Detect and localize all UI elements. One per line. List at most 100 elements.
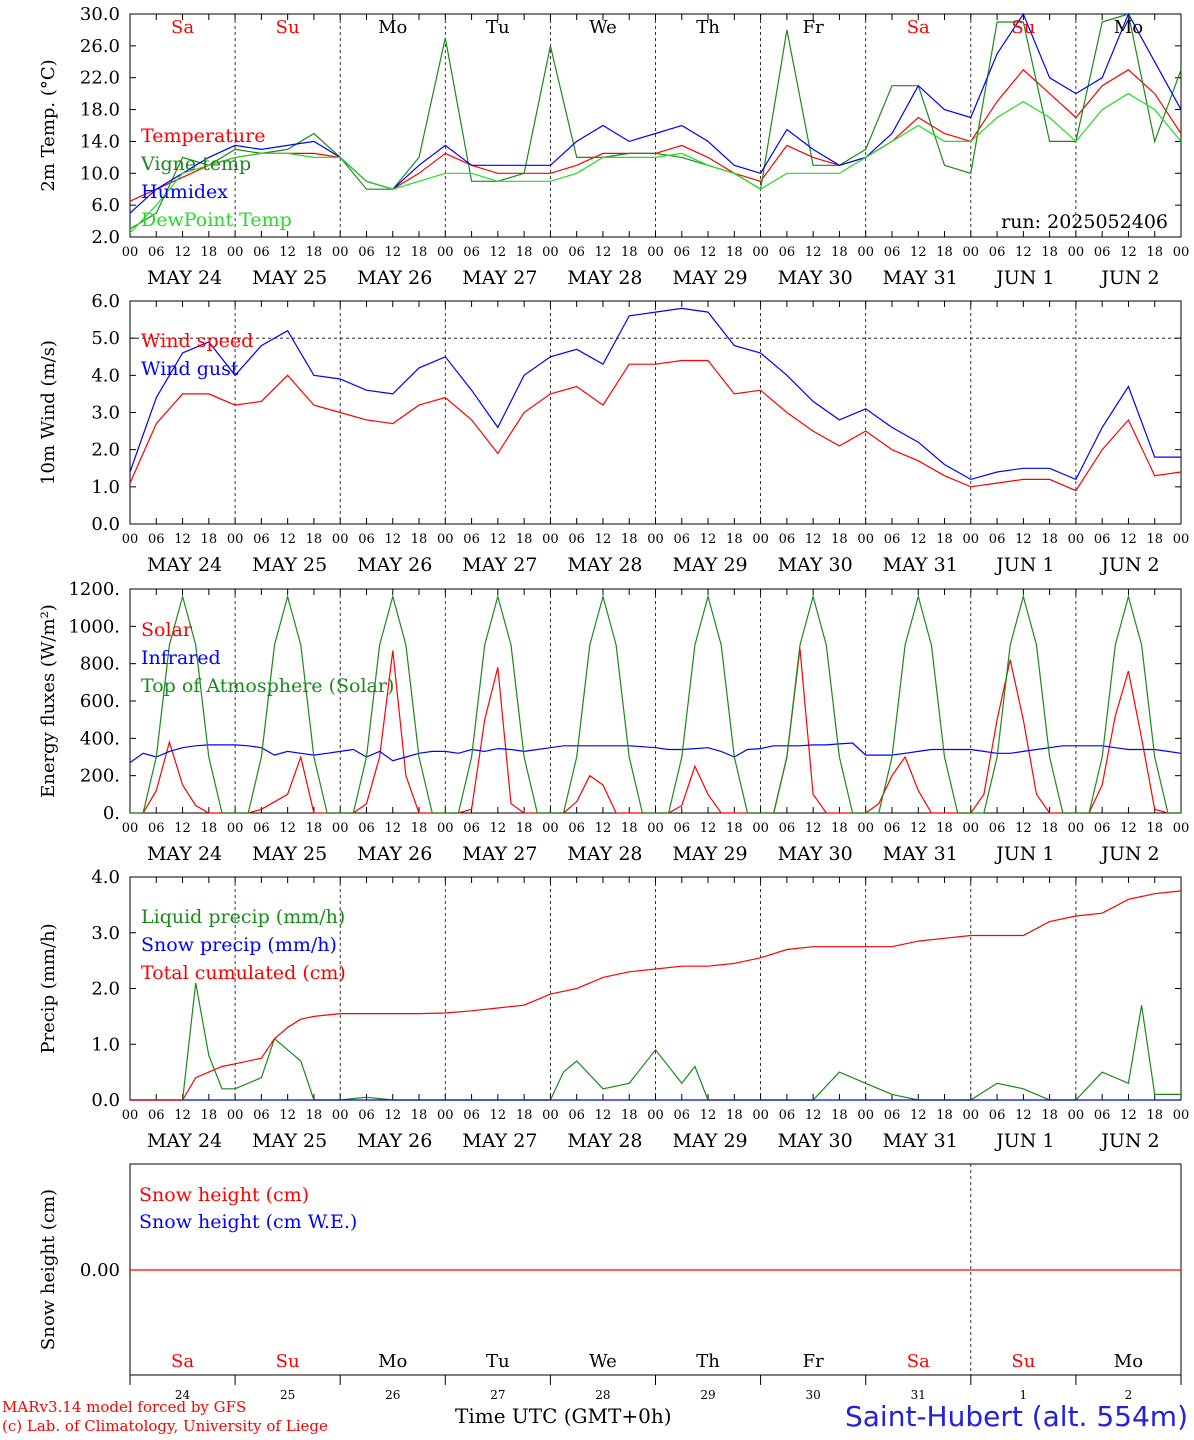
hour-tick-label: 18 <box>1146 821 1163 836</box>
hour-tick-label: 12 <box>490 532 507 547</box>
hour-tick-label: 18 <box>831 245 848 260</box>
y-tick-label: 3.0 <box>91 403 120 424</box>
date-label: MAY 26 <box>357 843 432 865</box>
hour-tick-label: 12 <box>279 532 296 547</box>
date-label: MAY 27 <box>462 554 537 576</box>
y-tick-label: 1.0 <box>91 1034 120 1055</box>
hour-tick-label: 12 <box>805 821 822 836</box>
legend-entry: Solar <box>141 619 193 641</box>
hour-tick-label: 18 <box>1041 245 1058 260</box>
y-tick-label: 200. <box>80 766 120 787</box>
hour-tick-label: 12 <box>1015 821 1032 836</box>
hour-tick-label: 00 <box>647 532 664 547</box>
hour-tick-label: 00 <box>857 245 874 260</box>
y-axis-label: Precip (mm/h) <box>38 923 59 1053</box>
hour-tick-label: 18 <box>936 245 953 260</box>
date-label: MAY 25 <box>252 267 327 289</box>
hour-tick-label: 18 <box>621 245 638 260</box>
date-label: MAY 31 <box>883 554 958 576</box>
hour-tick-label: 12 <box>174 532 191 547</box>
hour-tick-label: 12 <box>384 532 401 547</box>
hour-tick-label: 12 <box>490 1108 507 1123</box>
hour-tick-label: 06 <box>884 532 901 547</box>
date-label: MAY 24 <box>147 267 222 289</box>
day-number-label: 25 <box>280 1388 295 1402</box>
hour-tick-label: 18 <box>516 245 533 260</box>
hour-tick-label: 12 <box>1120 821 1137 836</box>
date-label: MAY 25 <box>252 554 327 576</box>
date-label: MAY 30 <box>778 267 853 289</box>
hour-tick-label: 00 <box>752 1108 769 1123</box>
legend-entry: Infrared <box>141 647 221 669</box>
hour-tick-label: 00 <box>332 821 349 836</box>
date-label: MAY 29 <box>672 267 747 289</box>
plot-frame <box>129 588 1182 814</box>
y-tick-label: 6.0 <box>91 195 120 216</box>
y-tick-label: 0. <box>103 803 120 824</box>
hour-tick-label: 12 <box>174 821 191 836</box>
date-label: MAY 26 <box>357 554 432 576</box>
hour-tick-label: 18 <box>411 1108 428 1123</box>
y-tick-label: 1200. <box>68 579 120 600</box>
panel-3: 00 06 12 18 00 06 12 18 00 06 12 18 00 06 12 18 00 06 12 18… <box>38 579 1189 865</box>
hour-tick-label: 06 <box>674 532 691 547</box>
weekday-label: Su <box>276 17 300 38</box>
date-label: MAY 31 <box>883 267 958 289</box>
hour-tick-label: 06 <box>568 821 585 836</box>
hour-tick-label: 06 <box>1094 532 1111 547</box>
weekday-label: We <box>589 1351 617 1372</box>
legend-entry: Snow precip (mm/h) <box>141 934 337 956</box>
y-tick-label: 26.0 <box>80 36 120 57</box>
panel-4: 00 06 12 18 00 06 12 18 00 06 12 18 00 06 12 18 00 06 12 18… <box>38 867 1189 1152</box>
hour-tick-label: 06 <box>674 245 691 260</box>
panel-1: 00 06 12 18 00 06 12 18 00 06 12 18 00 06 12 18 00 06 12 18… <box>38 4 1189 289</box>
date-label: MAY 29 <box>672 843 747 865</box>
hour-tick-label: 00 <box>1173 532 1190 547</box>
hour-tick-label: 06 <box>884 245 901 260</box>
date-label: JUN 2 <box>1099 267 1159 289</box>
date-label: MAY 29 <box>672 1130 747 1152</box>
date-label: MAY 27 <box>462 843 537 865</box>
hour-tick-label: 06 <box>463 532 480 547</box>
y-axis-label: Snow height (cm) <box>38 1189 59 1350</box>
legend-entry: DewPoint Temp <box>141 209 292 231</box>
hour-tick-label: 12 <box>490 821 507 836</box>
hour-tick-label: 06 <box>463 821 480 836</box>
hour-tick-label: 00 <box>1068 532 1085 547</box>
date-label: MAY 28 <box>567 843 642 865</box>
y-tick-label: 3.0 <box>91 923 120 944</box>
hour-tick-label: 12 <box>490 245 507 260</box>
hour-tick-label: 18 <box>726 1108 743 1123</box>
hour-tick-label: 06 <box>568 1108 585 1123</box>
hour-tick-label: 00 <box>963 532 980 547</box>
y-tick-label: 10.0 <box>80 163 120 184</box>
legend-entry: Wind gust <box>141 358 239 380</box>
run-label: run: 2025052406 <box>1001 211 1168 233</box>
hour-tick-label: 00 <box>1068 821 1085 836</box>
hour-tick-label: 18 <box>201 1108 218 1123</box>
hour-tick-label: 06 <box>463 245 480 260</box>
legend-entry: Snow height (cm W.E.) <box>139 1211 357 1233</box>
weekday-label: Tu <box>486 17 510 38</box>
y-tick-label: 4.0 <box>91 365 120 386</box>
hour-tick-label: 12 <box>384 1108 401 1123</box>
hour-tick-label: 18 <box>726 532 743 547</box>
hour-tick-label: 12 <box>805 245 822 260</box>
hour-tick-label: 06 <box>779 821 796 836</box>
lab-credit: (c) Lab. of Climatology, University of L… <box>2 1417 328 1435</box>
weekday-label: Sa <box>907 1351 930 1372</box>
hour-tick-label: 12 <box>279 1108 296 1123</box>
hour-tick-label: 06 <box>253 245 270 260</box>
hour-tick-label: 00 <box>857 532 874 547</box>
hour-tick-label: 00 <box>752 821 769 836</box>
hour-tick-label: 00 <box>647 245 664 260</box>
hour-tick-label: 18 <box>306 532 323 547</box>
y-tick-label: 0.00 <box>80 1260 120 1281</box>
weekday-label: Sa <box>907 17 930 38</box>
weekday-label: We <box>589 17 617 38</box>
day-number-label: 2 <box>1125 1388 1133 1402</box>
hour-tick-label: 06 <box>568 532 585 547</box>
y-tick-label: 2.0 <box>91 227 120 248</box>
hour-tick-label: 18 <box>831 532 848 547</box>
hour-tick-label: 12 <box>700 821 717 836</box>
